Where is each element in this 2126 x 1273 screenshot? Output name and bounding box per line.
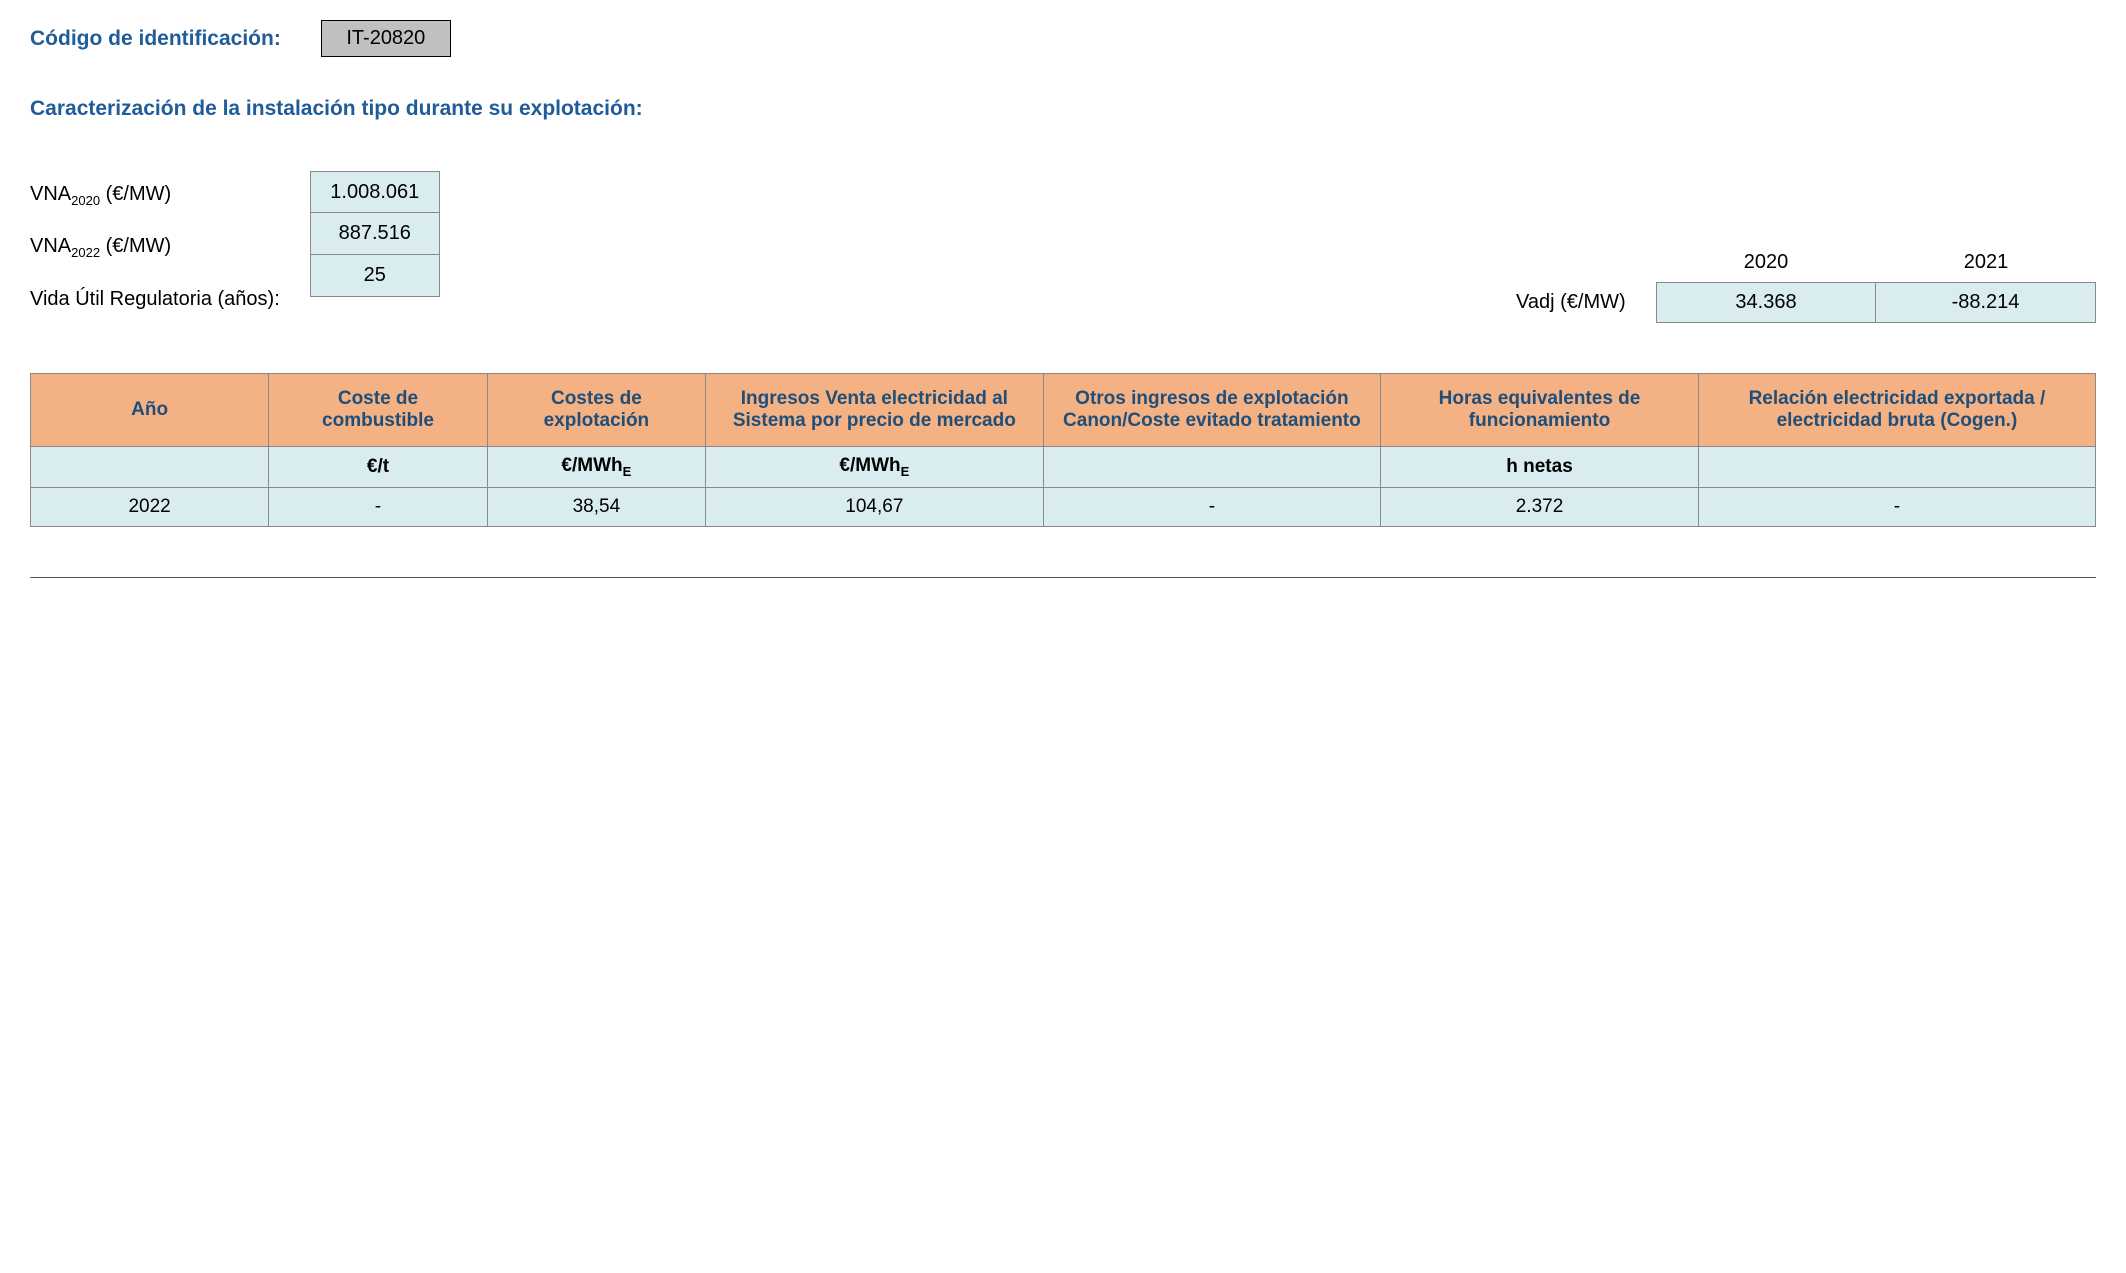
vadj-label: Vadj (€/MW) bbox=[1516, 282, 1656, 323]
main-table: Año Coste de combustible Costes de explo… bbox=[30, 373, 2096, 527]
cell-ing: 104,67 bbox=[706, 487, 1044, 526]
th-explotacion: Costes de explotación bbox=[487, 374, 705, 447]
th-horas: Horas equivalentes de funcionamiento bbox=[1381, 374, 1699, 447]
cell-otros: - bbox=[1043, 487, 1381, 526]
th-ano: Año bbox=[31, 374, 269, 447]
vadj-year-1: 2021 bbox=[1876, 243, 2096, 282]
th-relacion: Relación electricidad exportada / electr… bbox=[1698, 374, 2095, 447]
vida-util-label: Vida Útil Regulatoria (años): bbox=[30, 279, 280, 319]
cell-ano: 2022 bbox=[31, 487, 269, 526]
unit-rel bbox=[1698, 447, 2095, 488]
unit-horas: h netas bbox=[1381, 447, 1699, 488]
vna-2022-value: 887.516 bbox=[310, 213, 440, 255]
header-row: Código de identificación: IT-20820 bbox=[30, 20, 2096, 57]
cell-rel: - bbox=[1698, 487, 2095, 526]
th-ingresos: Ingresos Venta electricidad al Sistema p… bbox=[706, 374, 1044, 447]
unit-expl: €/MWhE bbox=[487, 447, 705, 488]
unit-otros bbox=[1043, 447, 1381, 488]
cell-horas: 2.372 bbox=[1381, 487, 1699, 526]
unit-comb: €/t bbox=[269, 447, 487, 488]
vadj-year-0: 2020 bbox=[1656, 243, 1876, 282]
th-combustible: Coste de combustible bbox=[269, 374, 487, 447]
vna-label-2022: VNA2022 (€/MW) bbox=[30, 227, 280, 267]
vida-util-value: 25 bbox=[310, 255, 440, 297]
vadj-val-0: 34.368 bbox=[1656, 282, 1876, 323]
unit-ing: €/MWhE bbox=[706, 447, 1044, 488]
vna-area: VNA2020 (€/MW) VNA2022 (€/MW) Vida Útil … bbox=[30, 171, 2096, 323]
table-units-row: €/t €/MWhE €/MWhE h netas bbox=[31, 447, 2096, 488]
code-value: IT-20820 bbox=[321, 20, 451, 57]
vna-label-2020: VNA2020 (€/MW) bbox=[30, 175, 280, 215]
vna-left: VNA2020 (€/MW) VNA2022 (€/MW) Vida Útil … bbox=[30, 171, 440, 323]
vadj-block: 2020 2021 Vadj (€/MW) 34.368 -88.214 bbox=[1516, 243, 2096, 323]
vadj-val-1: -88.214 bbox=[1876, 282, 2096, 323]
cell-comb: - bbox=[269, 487, 487, 526]
vadj-row: Vadj (€/MW) 34.368 -88.214 bbox=[1516, 282, 2096, 323]
th-otros: Otros ingresos de explotación Canon/Cost… bbox=[1043, 374, 1381, 447]
unit-ano bbox=[31, 447, 269, 488]
vadj-years: 2020 2021 bbox=[1516, 243, 2096, 282]
divider bbox=[30, 577, 2096, 578]
table-header-row: Año Coste de combustible Costes de explo… bbox=[31, 374, 2096, 447]
vna-2020-value: 1.008.061 bbox=[310, 171, 440, 213]
vna-values: 1.008.061 887.516 25 bbox=[310, 171, 440, 323]
cell-expl: 38,54 bbox=[487, 487, 705, 526]
table-row: 2022 - 38,54 104,67 - 2.372 - bbox=[31, 487, 2096, 526]
code-label: Código de identificación: bbox=[30, 27, 281, 51]
vna-labels: VNA2020 (€/MW) VNA2022 (€/MW) Vida Útil … bbox=[30, 171, 280, 323]
section-title: Caracterización de la instalación tipo d… bbox=[30, 97, 2096, 121]
